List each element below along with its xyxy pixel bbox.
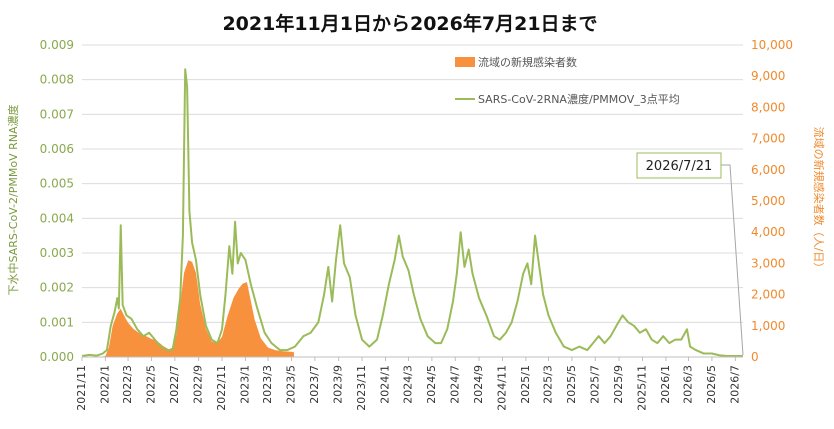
right-tick-label: 10,000 (751, 38, 793, 52)
left-tick-label: 0.007 (40, 107, 74, 121)
left-axis-label: 下水中SARS-CoV-2/PMMoV RNA濃度 (6, 104, 20, 295)
rna-line-path (81, 68, 743, 357)
right-tick-label: 2,000 (751, 288, 785, 302)
legend-label-rna: SARS-CoV-2RNA濃度/PMMOV_3点平均 (478, 92, 680, 106)
x-tick-label: 2025/9 (612, 365, 625, 404)
x-tick-label: 2023/9 (332, 365, 345, 404)
x-tick-label: 2021/11 (75, 365, 88, 411)
x-tick-label: 2024/3 (401, 365, 414, 404)
cases-area (82, 260, 743, 357)
x-tick-label: 2023/7 (308, 365, 321, 404)
x-tick-label: 2024/11 (495, 365, 508, 411)
x-tick-label: 2022/9 (192, 365, 205, 404)
callout-leader (721, 164, 744, 356)
right-tick-label: 9,000 (751, 69, 785, 83)
right-tick-label: 1,000 (751, 319, 785, 333)
right-tick-label: 4,000 (751, 225, 785, 239)
left-tick-label: 0.000 (40, 350, 74, 364)
callout-box (636, 152, 722, 179)
x-tick-label: 2026/1 (659, 365, 672, 404)
left-tick-label: 0.002 (40, 281, 74, 295)
chart-title: 2021年11月1日から2026年7月21日まで (222, 12, 597, 35)
left-tick-label: 0.008 (40, 73, 74, 87)
x-tick-label: 2025/3 (541, 365, 554, 404)
left-tick-label: 0.009 (40, 38, 74, 52)
x-tick-label: 2026/7 (728, 365, 741, 404)
x-tick-label: 2022/7 (168, 365, 181, 404)
x-tick-label: 2023/1 (238, 365, 251, 404)
right-tick-label: 8,000 (751, 100, 785, 114)
x-tick-label: 2023/3 (261, 365, 274, 404)
x-tick-label: 2022/5 (144, 365, 157, 404)
x-tick-label: 2025/7 (588, 365, 601, 404)
left-tick-label: 0.003 (40, 246, 74, 260)
x-tick-label: 2023/11 (355, 365, 368, 411)
left-tick-label: 0.006 (40, 142, 74, 156)
legend-label-cases: 流域の新規感染者数 (478, 55, 577, 69)
x-axis-ticks: 2021/11 2022/1 2022/3 2022/5 2022/7 2022/9 202… (75, 365, 741, 411)
legend-swatch-cases (455, 57, 475, 67)
x-tick-label: 2022/3 (121, 365, 134, 404)
x-tick-label: 2023/5 (284, 365, 297, 404)
cases-area-path (82, 260, 743, 357)
rna-line (81, 68, 743, 357)
left-tick-label: 0.005 (40, 177, 74, 191)
x-tick-label: 2025/11 (635, 365, 648, 411)
right-axis-label: 流域の新規感染者数（人/日） (812, 127, 826, 274)
left-tick-label: 0.001 (40, 315, 74, 329)
x-tick-label: 2024/9 (472, 365, 485, 404)
x-tick-label: 2022/11 (215, 365, 228, 411)
left-axis-ticks: 0.000 0.001 0.002 0.003 0.004 0.005 0.006 0.007… (40, 38, 74, 364)
x-tick-label: 2025/5 (565, 365, 578, 404)
x-tick-label: 2022/1 (98, 365, 111, 404)
right-tick-label: 7,000 (751, 132, 785, 146)
right-tick-label: 5,000 (751, 194, 785, 208)
x-tick-label: 2025/1 (519, 365, 532, 404)
date-callout: 2026/7/21 (636, 152, 744, 356)
right-tick-label: 3,000 (751, 256, 785, 270)
x-tick-label: 2026/5 (705, 365, 718, 404)
right-axis-ticks: 0 1,000 2,000 3,000 4,000 5,000 6,000 7,000 8,00… (751, 38, 793, 364)
callout-label: 2026/7/21 (646, 159, 713, 174)
x-tick-label: 2024/7 (448, 365, 461, 404)
x-tick-label: 2024/5 (425, 365, 438, 404)
right-tick-label: 0 (751, 350, 759, 364)
x-tick-label: 2026/3 (682, 365, 695, 404)
x-tick-label: 2024/1 (378, 365, 391, 404)
right-tick-label: 6,000 (751, 163, 785, 177)
left-tick-label: 0.004 (40, 211, 74, 225)
legend: 流域の新規感染者数 SARS-CoV-2RNA濃度/PMMOV_3点平均 (455, 55, 680, 106)
axes (81, 356, 743, 361)
